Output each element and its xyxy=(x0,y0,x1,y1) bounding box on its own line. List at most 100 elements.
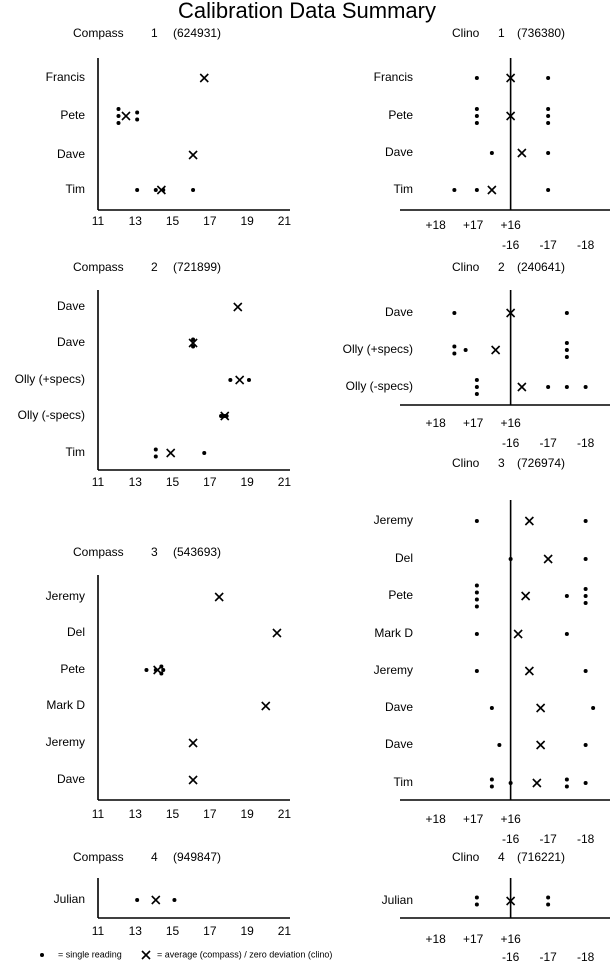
reading-dot xyxy=(546,114,551,118)
reading-dot xyxy=(202,451,207,455)
reading-dot xyxy=(116,107,121,111)
x-tick-label: +16 xyxy=(500,218,521,232)
cross-mark xyxy=(121,111,131,121)
reading-dot xyxy=(564,632,569,636)
reading-dot xyxy=(135,117,140,122)
reading-dot xyxy=(564,355,569,359)
cross-mark xyxy=(233,302,243,312)
reading-dot xyxy=(489,784,494,789)
x-tick-label: 11 xyxy=(92,214,105,228)
reading-dot xyxy=(474,385,479,389)
reading-dot xyxy=(116,114,121,118)
legend-text: = average (compass) / zero deviation (cl… xyxy=(157,949,332,959)
cross-mark xyxy=(220,411,230,421)
reading-dot xyxy=(474,519,479,523)
x-tick-label: -17 xyxy=(539,436,557,450)
reading-dot xyxy=(474,107,479,111)
cross-mark xyxy=(214,592,224,602)
panel-number: 3 xyxy=(151,545,158,559)
legend-cross xyxy=(141,950,151,960)
x-tick-label: 17 xyxy=(203,807,217,821)
reading-dot xyxy=(228,378,233,382)
panel-number: 4 xyxy=(151,850,158,864)
x-tick-label: 11 xyxy=(92,475,105,489)
panel-number: 4 xyxy=(498,850,505,864)
x-tick-label: 19 xyxy=(240,475,254,489)
panel-number: 3 xyxy=(498,456,505,470)
panel-title: Compass xyxy=(73,260,124,274)
reading-dot xyxy=(172,898,177,902)
x-tick-label: +16 xyxy=(500,416,521,430)
cross-mark xyxy=(513,629,523,639)
row-label: Jeremy xyxy=(46,589,85,603)
cross-mark xyxy=(536,740,546,750)
row-label: Olly (+specs) xyxy=(15,372,85,386)
reading-dot xyxy=(153,447,158,452)
reading-dot xyxy=(546,76,551,80)
row-label: Pete xyxy=(60,662,85,676)
reading-dot xyxy=(583,601,588,605)
row-label: Tim xyxy=(393,775,413,789)
cross-mark xyxy=(517,148,527,158)
cross-mark xyxy=(156,185,166,195)
reading-dot xyxy=(546,902,551,907)
cross-mark xyxy=(524,666,534,676)
x-tick-label: 13 xyxy=(129,214,143,228)
cross-mark xyxy=(261,701,271,711)
reading-dot xyxy=(474,188,479,192)
reading-dot xyxy=(546,188,551,192)
row-label: Tim xyxy=(393,182,413,196)
cross-mark xyxy=(491,345,501,355)
reading-dot xyxy=(161,668,166,672)
x-tick-label: 19 xyxy=(240,214,254,228)
x-tick-label: 21 xyxy=(278,807,292,821)
row-label: Jeremy xyxy=(374,663,413,677)
panel-serial: (624931) xyxy=(173,26,221,40)
cross-mark xyxy=(487,185,497,195)
reading-dot xyxy=(474,632,479,636)
cross-mark xyxy=(506,73,516,83)
reading-dot xyxy=(583,519,588,523)
x-tick-label: +17 xyxy=(463,416,484,430)
reading-dot xyxy=(474,583,479,588)
row-label: Dave xyxy=(385,145,413,159)
row-label: Dave xyxy=(385,305,413,319)
x-tick-label: -17 xyxy=(539,950,557,964)
panel-title: Clino xyxy=(452,850,480,864)
reading-dot xyxy=(246,378,251,382)
row-label: Julian xyxy=(382,893,413,907)
reading-dot xyxy=(474,604,479,609)
cross-mark xyxy=(188,338,198,348)
row-label: Pete xyxy=(388,108,413,122)
cross-mark xyxy=(517,382,527,392)
cross-mark xyxy=(151,895,161,905)
x-tick-label: 21 xyxy=(278,475,292,489)
reading-dot xyxy=(564,311,569,315)
reading-dot xyxy=(474,895,479,900)
panel-title: Clino xyxy=(452,260,480,274)
panel-serial: (736380) xyxy=(517,26,565,40)
reading-dot xyxy=(591,706,596,710)
panel-number: 1 xyxy=(151,26,158,40)
row-label: Dave xyxy=(57,772,85,786)
x-tick-label: 13 xyxy=(129,924,143,938)
x-tick-label: 17 xyxy=(203,475,217,489)
reading-dot xyxy=(564,341,569,345)
reading-dot xyxy=(452,344,457,349)
reading-dot xyxy=(583,587,588,591)
row-label: Olly (-specs) xyxy=(346,379,413,393)
cross-mark xyxy=(188,738,198,748)
reading-dot xyxy=(489,777,494,782)
reading-dot xyxy=(144,668,149,672)
panel-number: 1 xyxy=(498,26,505,40)
reading-dot xyxy=(474,902,479,907)
cross-mark xyxy=(506,896,516,906)
x-tick-label: -17 xyxy=(539,238,557,252)
row-label: Dave xyxy=(385,737,413,751)
cross-mark xyxy=(506,111,516,121)
panel-serial: (543693) xyxy=(173,545,221,559)
panel-title: Compass xyxy=(73,545,124,559)
x-tick-label: +18 xyxy=(425,812,446,826)
x-tick-label: 15 xyxy=(166,214,180,228)
